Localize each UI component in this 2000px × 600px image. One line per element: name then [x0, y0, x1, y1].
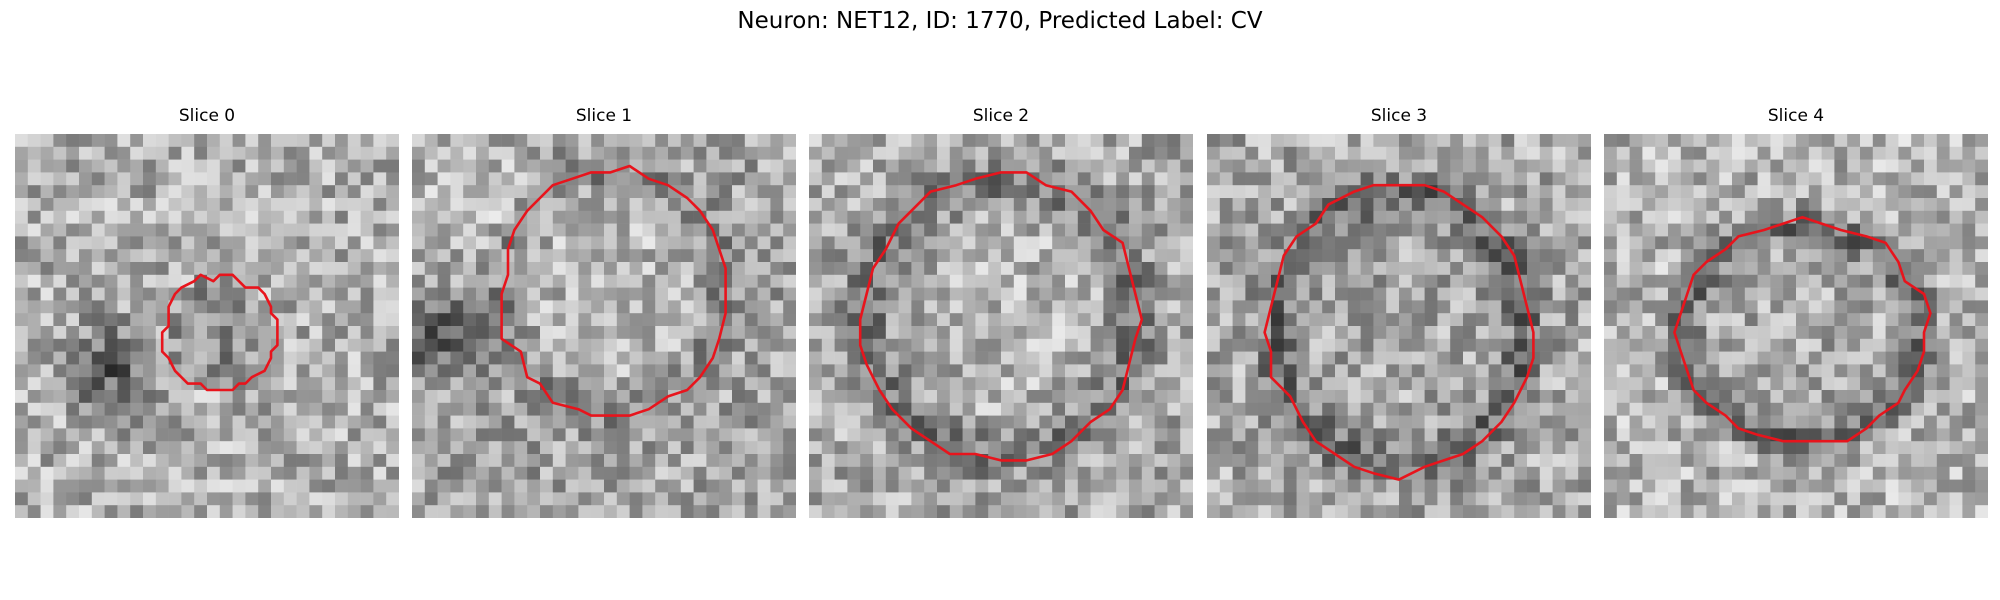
roi-contour: [1673, 215, 1932, 443]
roi-contour: [858, 171, 1144, 462]
slice-panel-3: Slice 3: [1207, 104, 1591, 518]
slice-image: [15, 134, 399, 518]
slice-panel-1: Slice 1: [412, 104, 796, 518]
slice-image: [1604, 134, 1988, 518]
slice-image: [1207, 134, 1591, 518]
slice-title: Slice 1: [575, 106, 633, 126]
slice-title: Slice 4: [1767, 106, 1825, 126]
pixel-grid: [412, 134, 796, 518]
slice-title: Slice 2: [972, 106, 1030, 126]
pixel-grid: [1207, 134, 1591, 518]
slice-panel-4: Slice 4: [1604, 104, 1988, 518]
slice-panel-2: Slice 2: [809, 104, 1193, 518]
slice-title: Slice 0: [178, 106, 236, 126]
slice-panel-0: Slice 0: [15, 104, 399, 518]
roi-contour: [160, 273, 279, 392]
slice-title: Slice 3: [1370, 106, 1428, 126]
pixel-grid: [15, 134, 399, 518]
roi-contour: [1263, 183, 1535, 481]
slice-image: [412, 134, 796, 518]
figure-title: Neuron: NET12, ID: 1770, Predicted Label…: [737, 8, 1263, 34]
pixel-grid: [809, 134, 1193, 518]
slice-image: [809, 134, 1193, 518]
roi-contour: [500, 164, 727, 417]
pixel-grid: [1604, 134, 1988, 518]
